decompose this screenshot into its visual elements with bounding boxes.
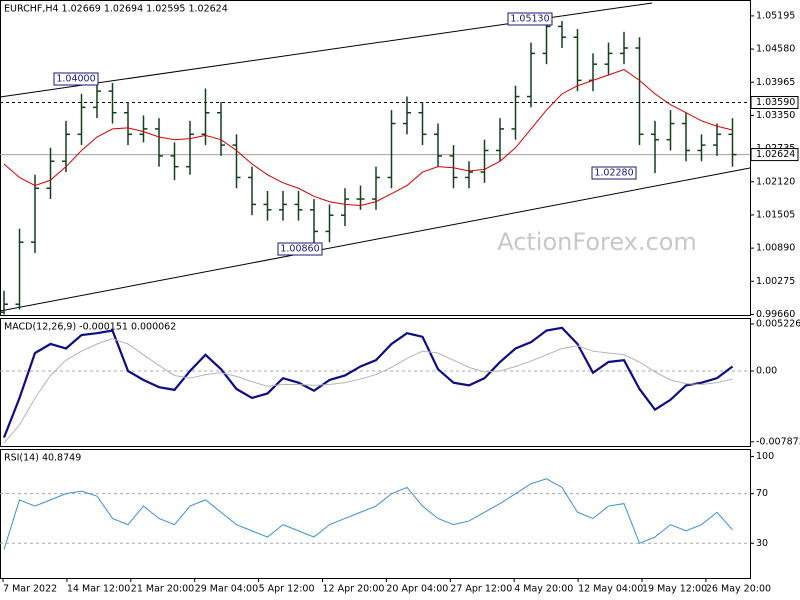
x-tick-label: 7 Mar 2022	[3, 584, 57, 595]
y-tick-label: 1.02120	[756, 176, 795, 187]
x-tick-label: 19 May 12:00	[642, 584, 707, 595]
y-tick-label: 1.03350	[756, 110, 795, 121]
price-level-box	[750, 148, 799, 162]
y-tick-label: 1.04580	[756, 44, 795, 55]
x-tick-label: 27 Apr 12:00	[450, 584, 512, 595]
x-tick-label: 5 Apr 12:00	[259, 584, 315, 595]
x-tick-label: 21 Mar 20:00	[131, 584, 194, 595]
watermark: ActionForex.com	[497, 228, 697, 256]
indicator-line	[3, 478, 733, 550]
x-tick-label: 20 Apr 04:00	[386, 584, 448, 595]
annotation: 1.04000	[56, 74, 95, 85]
x-tick-label: 29 Mar 04:00	[195, 584, 258, 595]
x-tick-label: 12 May 04:00	[578, 584, 643, 595]
annotation-box	[507, 12, 553, 26]
y-tick-label: 0.99660	[756, 309, 795, 320]
panel-title: MACD(12,26,9) -0.000151 0.000062	[4, 322, 176, 333]
price-level-label: 1.03590	[756, 97, 795, 108]
indicator-line	[2, 326, 734, 438]
y-tick-label: -0.007873	[756, 436, 800, 447]
panel-title: RSI(14) 40.8749	[4, 453, 81, 464]
x-tick-label: 4 May 20:00	[514, 584, 573, 595]
y-tick-label: 1.03965	[756, 77, 795, 88]
price-level-box	[750, 95, 799, 109]
annotation-box	[591, 166, 637, 180]
y-tick-label: 1.00890	[756, 243, 795, 254]
indicator-line	[3, 338, 733, 444]
panel-frame	[0, 449, 751, 579]
x-tick-label: 12 Apr 20:00	[323, 584, 385, 595]
annotation-box	[53, 72, 99, 86]
y-tick-label: 100	[756, 451, 774, 462]
x-tick-label: 14 Mar 12:00	[67, 584, 130, 595]
x-tick-label: 26 May 20:00	[706, 584, 771, 595]
panel-frame	[0, 318, 751, 447]
channel-lower	[0, 167, 751, 312]
annotation: 1.05130	[510, 14, 549, 25]
price-level-label: 1.02624	[756, 149, 795, 160]
annotation-box	[277, 242, 323, 256]
y-tick-label: 1.00275	[756, 276, 795, 287]
y-tick-label: 0.00	[756, 365, 777, 376]
y-tick-label: 0.005226	[756, 318, 800, 329]
y-tick-label: 1.05195	[756, 10, 795, 21]
y-tick-label: 1.01505	[756, 209, 795, 220]
y-tick-label: 30	[756, 538, 768, 549]
panel-title: EURCHF,H4 1.02669 1.02694 1.02595 1.0262…	[4, 4, 228, 15]
annotation: 1.00860	[280, 244, 319, 255]
indicator-line	[3, 69, 733, 207]
annotation: 1.02280	[594, 168, 633, 179]
y-tick-label: 70	[756, 488, 768, 499]
